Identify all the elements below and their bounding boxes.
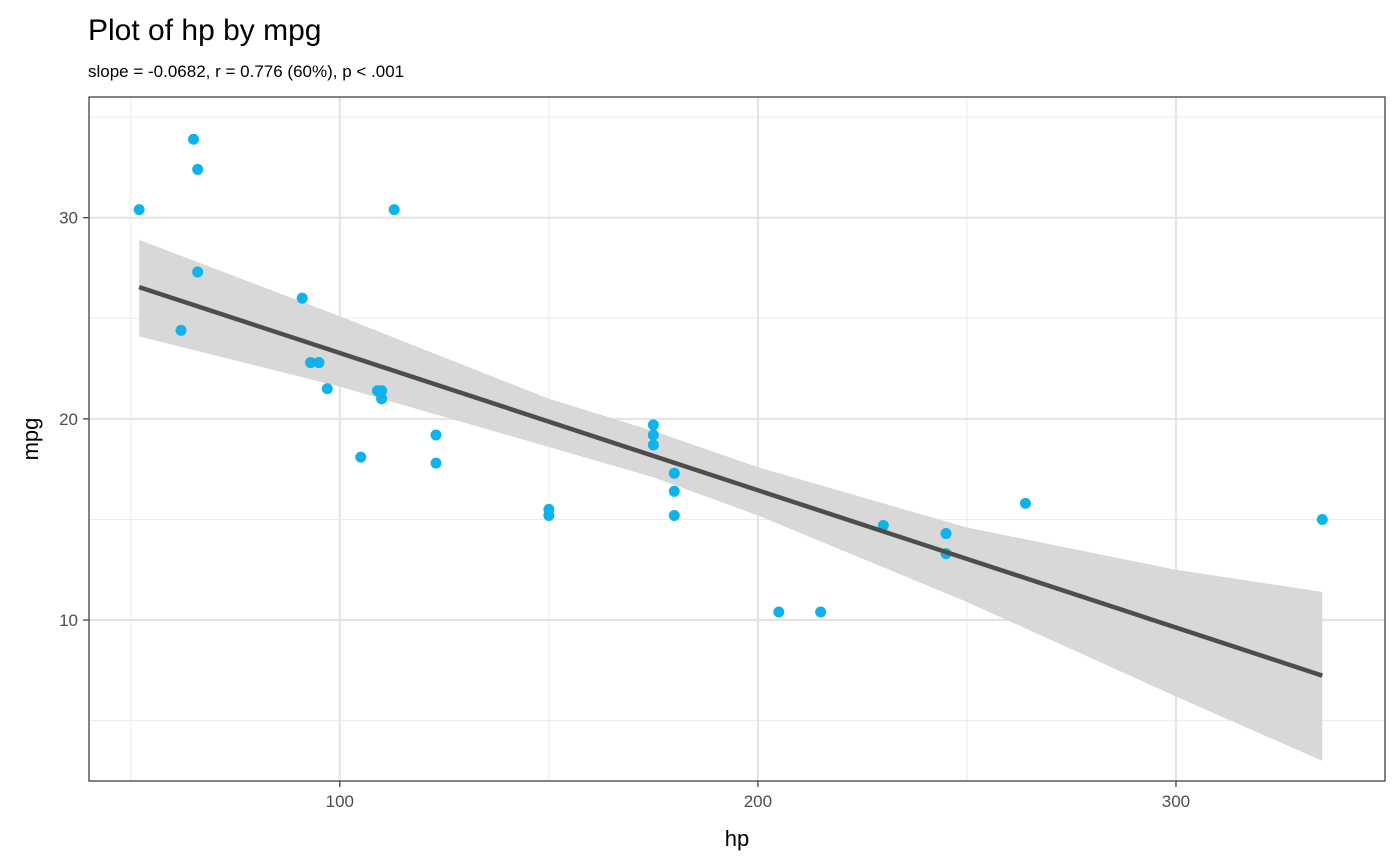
chart-subtitle: slope = -0.0682, r = 0.776 (60%), p < .0… [88, 62, 404, 81]
data-point [188, 133, 200, 145]
x-axis-title: hp [725, 826, 749, 851]
plot-border [88, 96, 1386, 782]
x-tick-label: 100 [326, 792, 354, 811]
y-tick-label: 30 [59, 209, 78, 228]
data-point [376, 393, 388, 405]
data-point [1316, 513, 1328, 525]
y-tick-label: 10 [59, 611, 78, 630]
data-point [296, 292, 308, 304]
data-point [305, 357, 317, 369]
chart-title: Plot of hp by mpg [88, 14, 321, 47]
data-point [175, 324, 187, 336]
data-point [133, 204, 145, 216]
data-point [668, 509, 680, 521]
data-point [430, 457, 442, 469]
scatter-points [133, 133, 1328, 618]
data-point [647, 429, 659, 441]
data-point [1019, 497, 1031, 509]
data-point [647, 439, 659, 451]
x-tick-label: 300 [1162, 792, 1190, 811]
data-point [321, 383, 333, 395]
data-point [647, 419, 659, 431]
data-point [376, 385, 388, 397]
data-point [388, 204, 400, 216]
regression-line [138, 284, 1323, 678]
data-point [430, 429, 442, 441]
data-point [668, 467, 680, 479]
data-point [773, 606, 785, 618]
data-point [192, 266, 204, 278]
data-point [313, 357, 325, 369]
x-tick-label: 200 [744, 792, 772, 811]
data-point [355, 451, 367, 463]
data-point [543, 509, 555, 521]
data-point [192, 163, 204, 175]
x-axis: 100 200 300 [326, 781, 1190, 811]
y-axis-title: mpg [18, 418, 43, 461]
y-tick-label: 20 [59, 410, 78, 429]
y-axis: 10 20 30 [59, 209, 89, 630]
data-point [940, 528, 952, 540]
confidence-band [139, 239, 1323, 761]
data-point [815, 606, 827, 618]
data-point [668, 485, 680, 497]
